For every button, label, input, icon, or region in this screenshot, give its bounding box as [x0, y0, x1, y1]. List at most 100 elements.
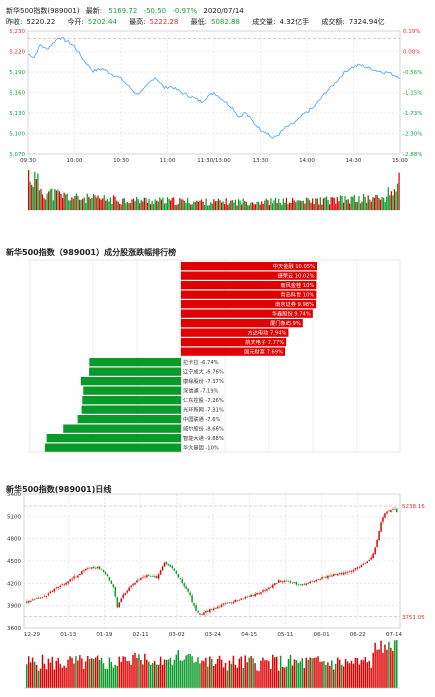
intraday-volume-bar: [253, 203, 255, 210]
intraday-volume-bar: [38, 190, 41, 210]
intraday-volume-bar: [339, 195, 342, 210]
intraday-volume-bar: [284, 202, 286, 210]
daily-chart-title: 新华500指数(989001)日线: [6, 485, 112, 494]
candle-body: [344, 572, 347, 574]
intraday-volume-bar: [228, 203, 230, 210]
intraday-volume-bar: [122, 198, 124, 210]
intraday-volume-bar: [74, 196, 76, 210]
ranking-up-bar: [181, 290, 317, 299]
prev-close-value: 5220.22: [26, 18, 56, 26]
daily-volume-bar: [96, 655, 99, 688]
daily-volume-bar: [102, 663, 105, 688]
candle-body: [83, 570, 85, 572]
intraday-volume-bar: [43, 198, 45, 210]
intraday-volume-bar: [257, 201, 260, 210]
intraday-volume-bar: [119, 203, 121, 210]
intraday-volume-bar: [91, 197, 93, 210]
intraday-volume-bar: [83, 197, 85, 210]
candle-body: [266, 589, 268, 591]
intraday-volume-bar: [342, 202, 345, 210]
candle-body: [350, 571, 353, 572]
candle-body: [216, 606, 219, 609]
candle-body: [116, 597, 119, 608]
candle-body: [289, 581, 292, 583]
intraday-volume-bar: [349, 203, 351, 210]
candle-body: [270, 587, 272, 588]
candle-body: [382, 517, 384, 522]
intraday-volume-bar: [366, 202, 368, 210]
change-value: -50.50: [143, 7, 167, 15]
intraday-volume-bar: [165, 203, 167, 210]
candle-body: [130, 585, 132, 588]
daily-volume-bar: [114, 664, 117, 688]
daily-volume-bar: [171, 665, 174, 688]
intraday-volume-bar: [149, 204, 152, 210]
intraday-volume-bar: [213, 199, 215, 210]
candle-body: [209, 609, 211, 613]
daily-volume-bar: [69, 656, 71, 688]
daily-volume-bar: [53, 669, 56, 688]
intraday-volume-bar: [324, 197, 326, 210]
candle-body: [275, 582, 278, 584]
daily-volume-bar: [148, 661, 150, 688]
candle-body: [335, 574, 337, 575]
candle-body: [272, 584, 274, 588]
candle-body: [283, 580, 286, 582]
intraday-volume-bar: [49, 189, 51, 210]
intraday-volume-bar: [94, 195, 96, 210]
intraday-volume-bar: [369, 199, 371, 210]
intraday-volume-bar: [137, 199, 139, 210]
intraday-volume-bar: [268, 205, 271, 210]
intraday-volume-bar: [233, 202, 235, 210]
intraday-volume-bar: [242, 198, 244, 210]
daily-volume-bar: [350, 660, 353, 688]
daily-volume-bar: [238, 658, 241, 688]
intraday-volume-bar: [217, 198, 220, 210]
candle-body: [63, 584, 65, 585]
intraday-volume-bar: [293, 200, 295, 210]
intraday-volume-bar: [72, 198, 74, 210]
intraday-volume-bar: [373, 197, 375, 210]
intraday-volume-bar: [298, 200, 300, 210]
intraday-volume-bar: [344, 196, 346, 210]
intraday-x-tick: 11:00: [160, 158, 176, 164]
daily-volume-bar: [155, 664, 158, 688]
ranking-up-bar: [181, 319, 303, 328]
daily-volume-bar: [266, 660, 268, 688]
intraday-volume-bar: [75, 193, 78, 210]
intraday-volume-bar: [378, 198, 380, 210]
candle-body: [362, 564, 365, 565]
daily-volume-bar: [161, 664, 164, 688]
intraday-volume-bar: [177, 203, 179, 210]
daily-volume-bar: [362, 660, 365, 688]
daily-volume-bar: [392, 650, 394, 688]
daily-x-tick: 02-11: [133, 632, 149, 638]
intraday-volume-bar: [203, 205, 206, 210]
intraday-volume-bar: [273, 200, 275, 210]
candle-body: [254, 593, 256, 597]
intraday-y-tick-right: -1.73%: [403, 111, 422, 117]
intraday-y-tick-left: 5,070: [9, 152, 25, 158]
intraday-volume-bar: [214, 201, 216, 210]
ranking-down-bar: [82, 396, 181, 405]
intraday-volume-bar: [57, 189, 59, 210]
daily-volume-bar: [27, 656, 30, 688]
intraday-volume-bar: [151, 200, 153, 210]
intraday-volume-bar: [199, 200, 201, 210]
candle-body: [354, 567, 357, 570]
intraday-volume-bar: [143, 197, 145, 210]
candle-body: [88, 567, 91, 569]
daily-volume-bar: [195, 661, 197, 688]
intraday-volume-bar: [160, 199, 162, 210]
intraday-volume-bar: [353, 194, 355, 210]
daily-volume-bar: [281, 666, 284, 688]
candle-body: [146, 575, 148, 578]
open-label: 今开:: [67, 18, 84, 26]
intraday-y-tick-right: -2.88%: [403, 152, 422, 158]
candle-body: [35, 598, 38, 599]
candle-body: [374, 547, 376, 554]
candle-body: [268, 587, 270, 589]
daily-volume-bar: [175, 654, 178, 688]
daily-volume-bar: [232, 655, 235, 688]
